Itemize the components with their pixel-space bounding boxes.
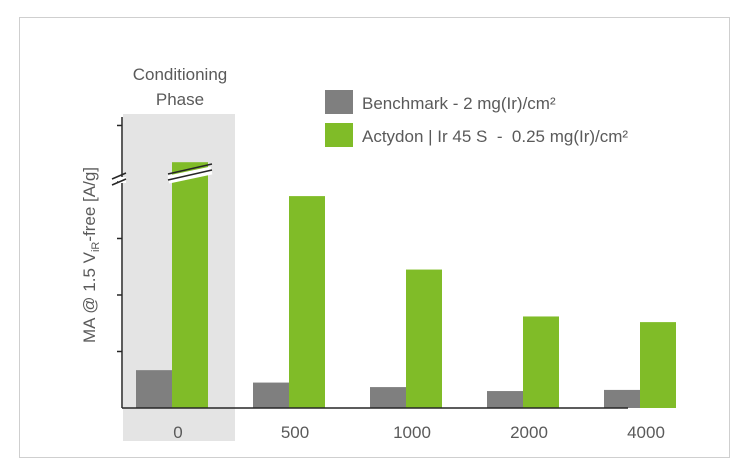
bar-break-slash-1	[167, 169, 213, 181]
bar-benchmark-4000	[604, 389, 640, 408]
bar-actydon-1000	[406, 269, 442, 408]
x-tick-label-0: 0	[173, 423, 182, 442]
bar-actydon-2000	[523, 316, 559, 408]
bar-benchmark-2000	[487, 391, 523, 408]
y-axis-label-subscript: iR	[90, 242, 102, 252]
bar-actydon-4000	[640, 322, 676, 408]
conditioning-label-line2: Phase	[156, 90, 204, 109]
legend-swatch-actydon	[325, 123, 353, 147]
x-tick-labels: 0 500 1000 2000 4000	[173, 423, 665, 442]
bar-benchmark-500	[253, 382, 289, 408]
bar-benchmark-0	[136, 370, 172, 408]
axis-break-slash-2	[111, 178, 127, 186]
x-tick-label-500: 500	[281, 423, 309, 442]
bar-break-slash-2	[167, 163, 213, 175]
y-axis-label-suffix: -free [A/g]	[80, 167, 99, 242]
legend-label-actydon: Actydon | Ir 45 S - 0.25 mg(Ir)/cm²	[362, 127, 628, 146]
x-tick-label-4000: 4000	[627, 423, 665, 442]
axis-break-slash-1	[111, 172, 127, 180]
y-axis-label-main: MA @ 1.5 V	[80, 251, 99, 343]
x-tick-label-2000: 2000	[510, 423, 548, 442]
bar-actydon-0	[172, 162, 208, 408]
bar-actydon-500	[289, 196, 325, 408]
legend-label-benchmark: Benchmark - 2 mg(Ir)/cm²	[362, 94, 556, 113]
legend: Benchmark - 2 mg(Ir)/cm² Actydon | Ir 45…	[325, 90, 628, 147]
bars-group	[136, 162, 676, 408]
y-axis-label: MA @ 1.5 ViR-free [A/g]	[80, 167, 102, 343]
conditioning-label-line1: Conditioning	[133, 65, 228, 84]
legend-swatch-benchmark	[325, 90, 353, 114]
bar-benchmark-1000	[370, 387, 406, 408]
axes-group	[111, 117, 628, 409]
x-tick-label-1000: 1000	[393, 423, 431, 442]
